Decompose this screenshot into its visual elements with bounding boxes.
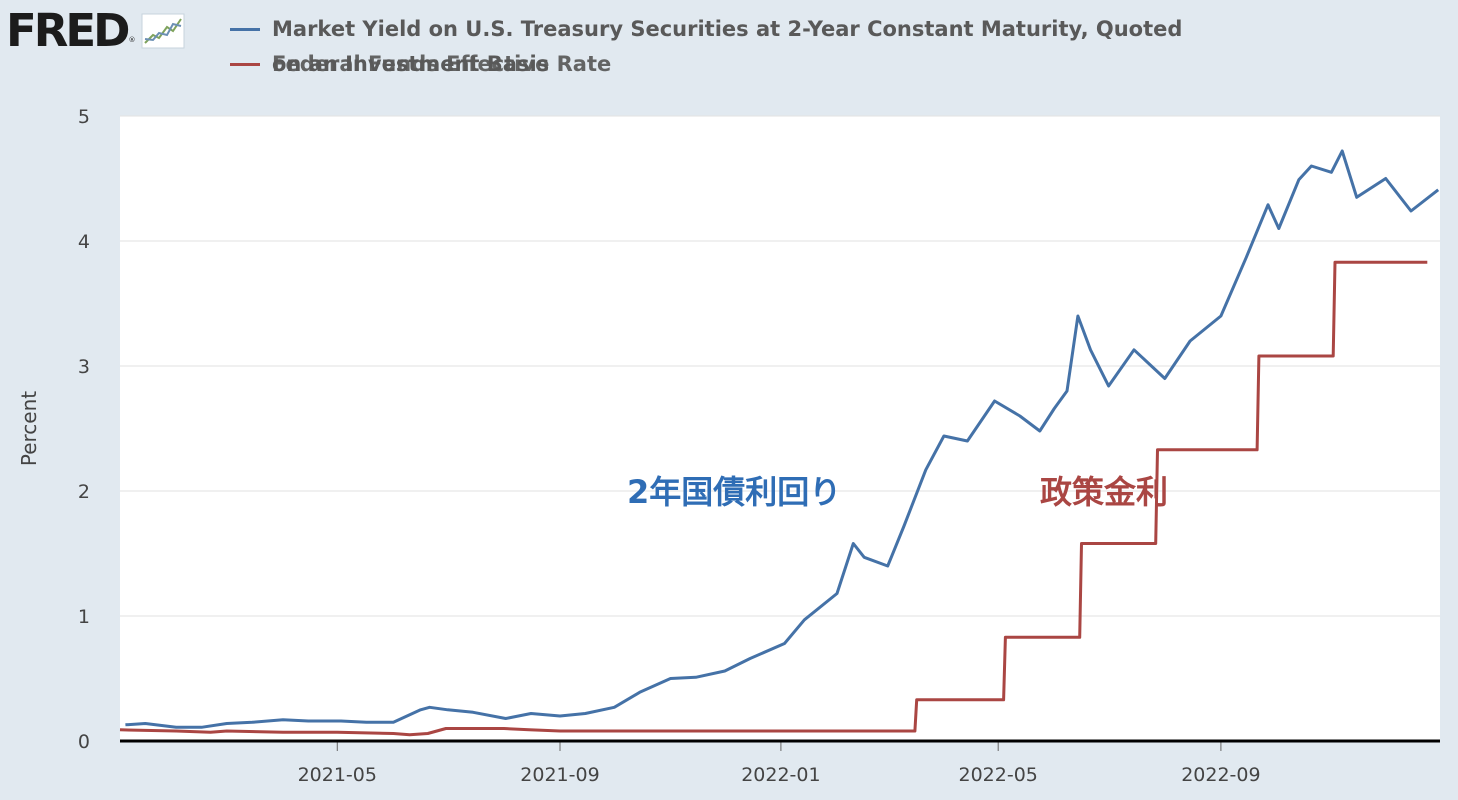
legend-swatch-red [230, 62, 260, 66]
y-tick-label: 0 [78, 731, 90, 753]
y-tick-label: 4 [78, 231, 90, 253]
x-tick-label: 2022-09 [1181, 764, 1260, 786]
y-axis: 0 1 2 3 4 5 [78, 106, 90, 753]
legend-item-fed-funds[interactable]: Federal Funds Effective Rate [230, 52, 611, 76]
plot-area [120, 116, 1440, 741]
legend-item-treasury-yield[interactable]: Market Yield on U.S. Treasury Securities… [230, 17, 1182, 41]
legend-label: Federal Funds Effective Rate [272, 52, 612, 76]
annotation-2yr-yield: 2年国債利回り [627, 473, 841, 511]
line-chart-icon [141, 13, 185, 49]
series-lines [119, 149, 1440, 737]
x-tick-label: 2022-01 [741, 764, 820, 786]
y-tick-label: 5 [78, 106, 90, 128]
x-tick-label: 2021-09 [520, 764, 599, 786]
legend-swatch-blue [230, 27, 260, 31]
legend-label-continued: on an Investment Basis [272, 52, 550, 76]
registered-mark: ® [128, 36, 136, 44]
series-line-treasury-yield [125, 149, 1440, 729]
logo-text: FRED [6, 4, 130, 57]
series-line-fed-funds [119, 260, 1428, 737]
legend-label: Market Yield on U.S. Treasury Securities… [272, 17, 1183, 41]
x-tick-label: 2022-05 [958, 764, 1037, 786]
y-tick-label: 2 [78, 481, 90, 503]
x-axis: 2021-05 2021-09 2022-01 2022-05 2022-09 [298, 741, 1261, 786]
y-tick-label: 1 [78, 606, 90, 628]
fred-logo[interactable]: FRED ® [6, 6, 185, 56]
annotation-policy-rate: 政策金利 [1040, 473, 1168, 511]
y-tick-label: 3 [78, 356, 90, 378]
y-axis-title: Percent [17, 391, 41, 466]
x-tick-label: 2021-05 [298, 764, 377, 786]
